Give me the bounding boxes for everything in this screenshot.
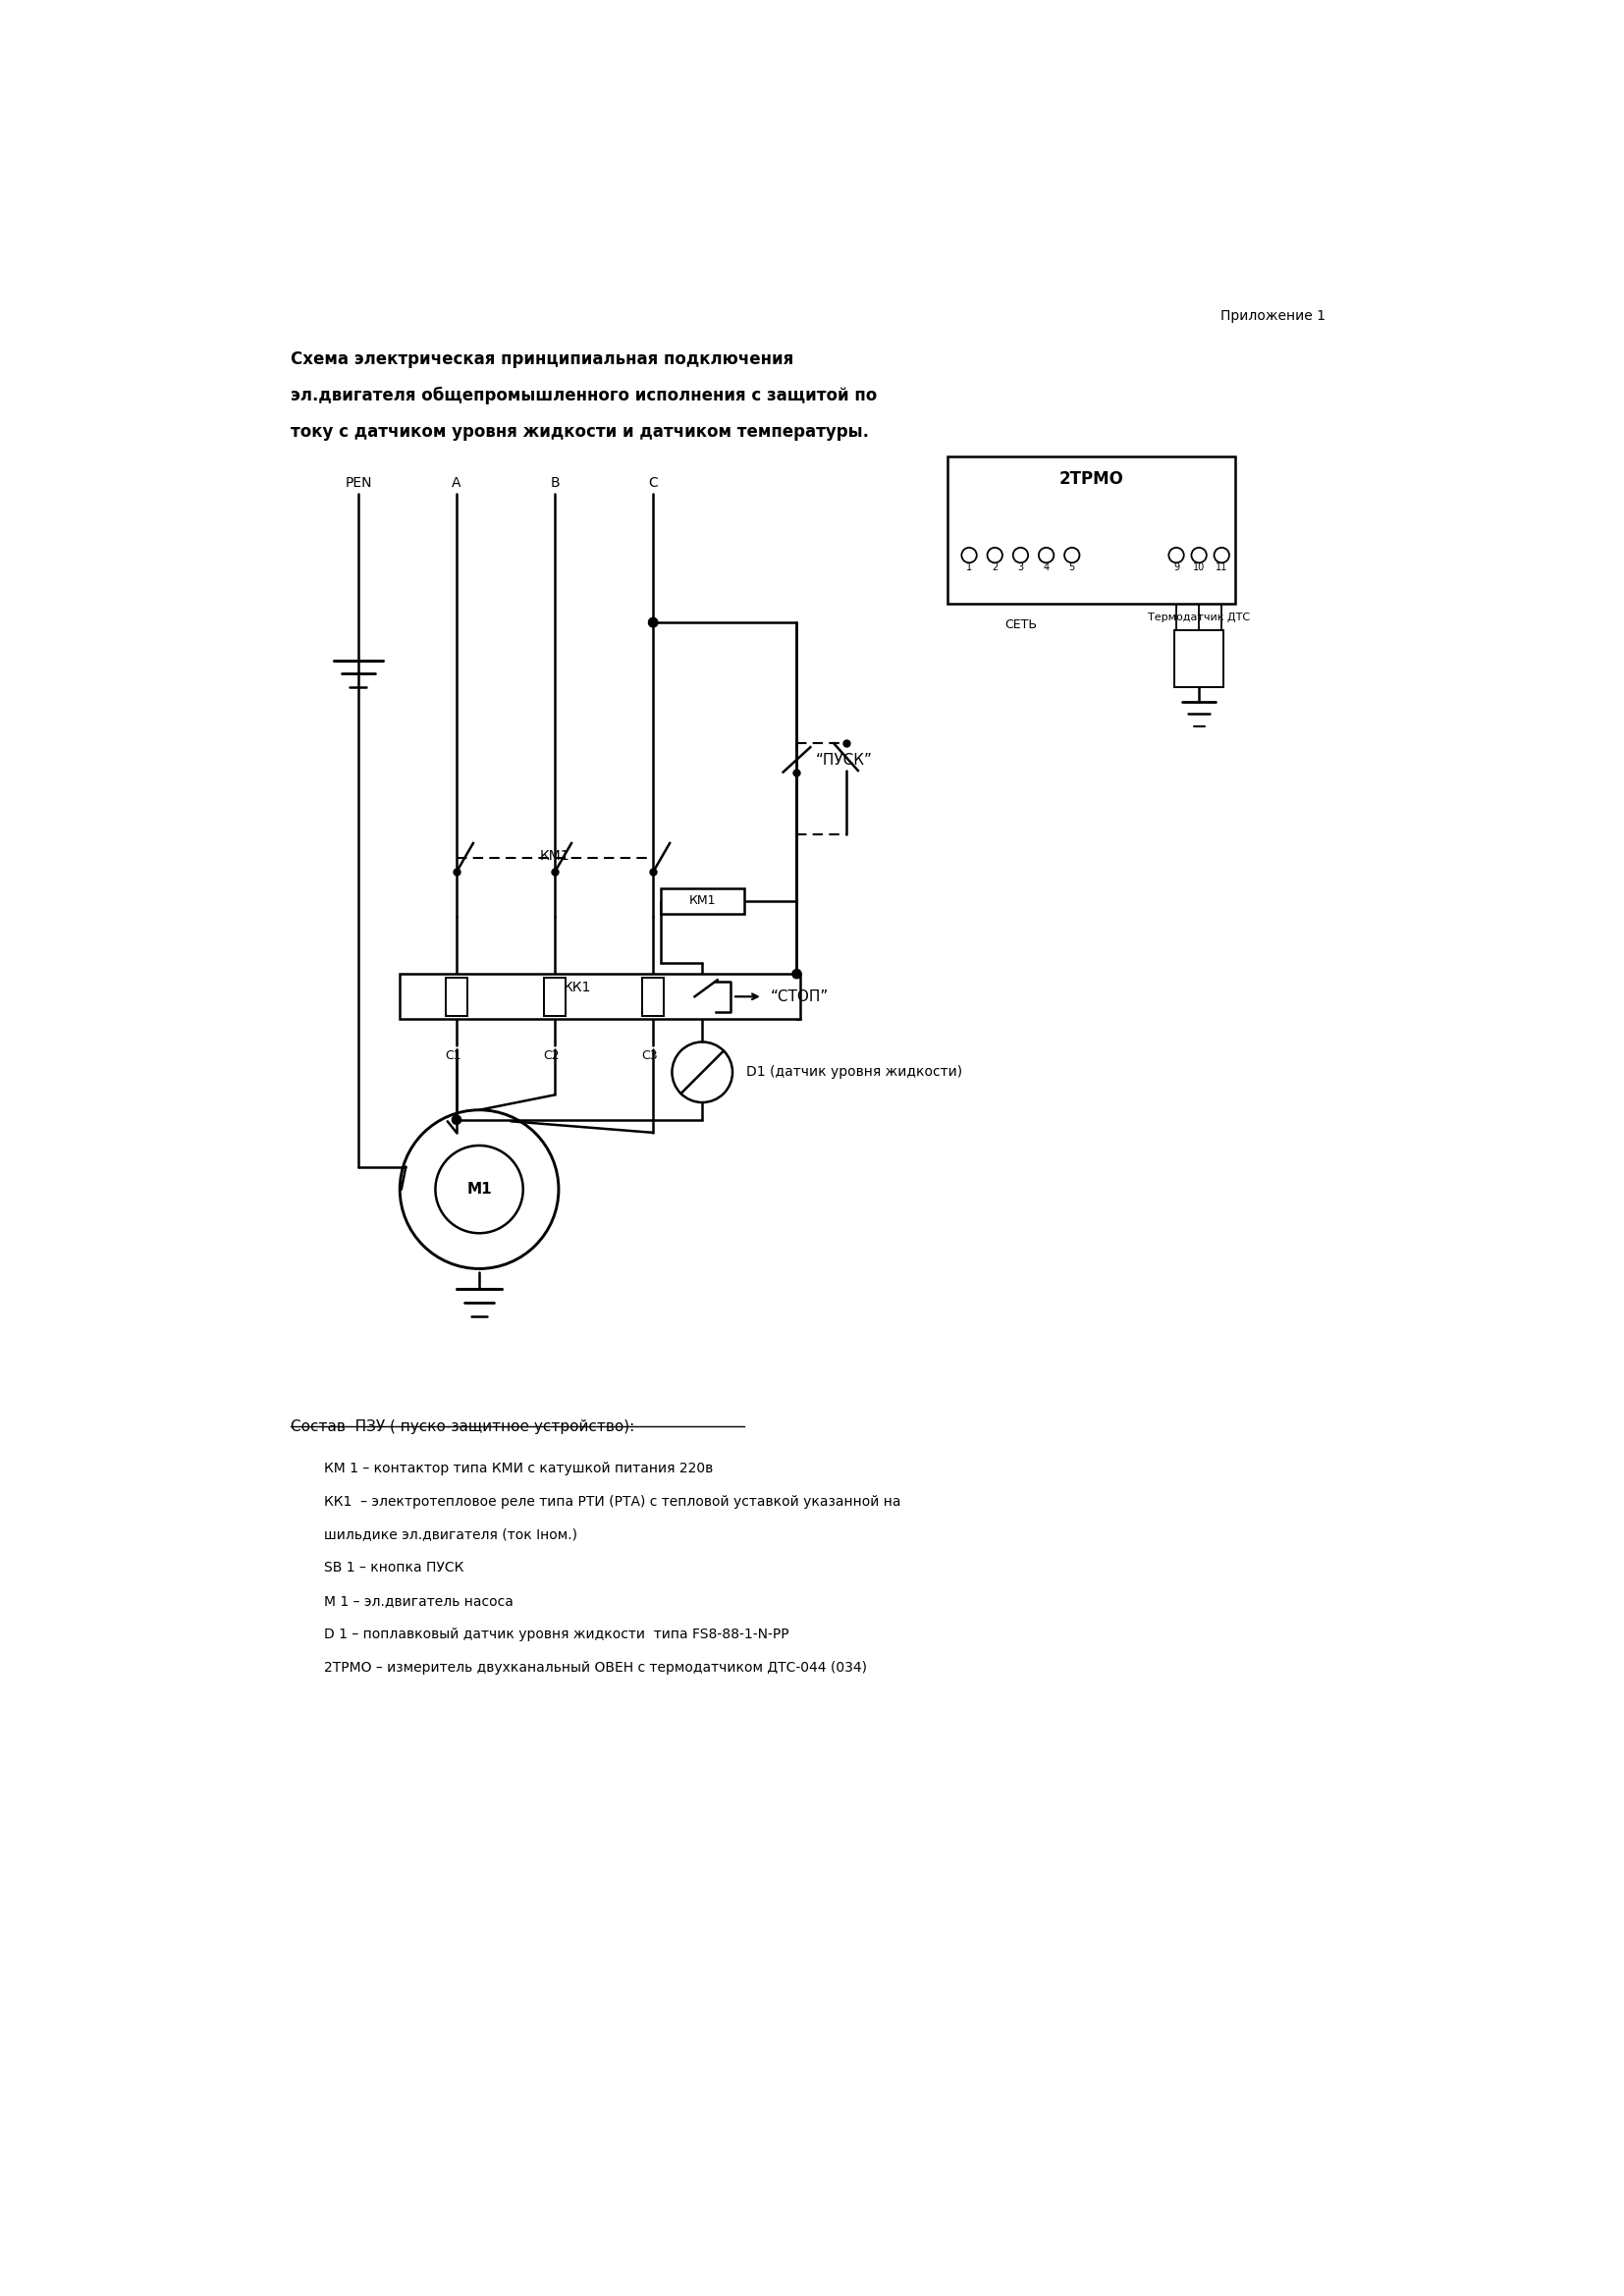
Circle shape bbox=[793, 969, 801, 978]
Text: 10: 10 bbox=[1194, 563, 1205, 572]
Text: C2: C2 bbox=[542, 1049, 559, 1063]
Text: 2: 2 bbox=[992, 563, 997, 572]
Text: 2ТРМО: 2ТРМО bbox=[1059, 471, 1124, 487]
Text: эл.двигателя общепромышленного исполнения с защитой по: эл.двигателя общепромышленного исполнени… bbox=[291, 386, 877, 404]
Text: D1 (датчик уровня жидкости): D1 (датчик уровня жидкости) bbox=[745, 1065, 963, 1079]
Bar bbox=[948, 457, 1236, 604]
Text: B: B bbox=[551, 478, 560, 489]
Text: КК1  – электротепловое реле типа РТИ (РТА) с тепловой уставкой указанной на: КК1 – электротепловое реле типа РТИ (РТА… bbox=[325, 1495, 901, 1508]
Text: СЕТЬ: СЕТЬ bbox=[1004, 618, 1036, 631]
Text: SB 1 – кнопка ПУСК: SB 1 – кнопка ПУСК bbox=[325, 1561, 464, 1575]
Text: C3: C3 bbox=[641, 1049, 658, 1063]
Text: 1: 1 bbox=[966, 563, 973, 572]
Text: КМ 1 – контактор типа КМИ с катушкой питания 220в: КМ 1 – контактор типа КМИ с катушкой пит… bbox=[325, 1463, 713, 1476]
Text: D 1 – поплавковый датчик уровня жидкости  типа FS8-88-1-N-РР: D 1 – поплавковый датчик уровня жидкости… bbox=[325, 1628, 789, 1642]
Bar bbox=[544, 978, 565, 1015]
Text: 3: 3 bbox=[1018, 563, 1023, 572]
Text: КМ1: КМ1 bbox=[539, 850, 570, 863]
Text: 4: 4 bbox=[1043, 563, 1049, 572]
Text: C: C bbox=[648, 478, 658, 489]
Circle shape bbox=[648, 618, 658, 627]
Bar bbox=[661, 889, 744, 914]
Text: “ПУСК”: “ПУСК” bbox=[815, 753, 872, 767]
Text: Термодатчик ДТС: Термодатчик ДТС bbox=[1148, 613, 1250, 622]
Text: PEN: PEN bbox=[344, 478, 372, 489]
Text: току с датчиком уровня жидкости и датчиком температуры.: току с датчиком уровня жидкости и датчик… bbox=[291, 422, 869, 441]
Circle shape bbox=[451, 1116, 461, 1125]
Text: шильдике эл.двигателя (ток Iном.): шильдике эл.двигателя (ток Iном.) bbox=[325, 1527, 578, 1541]
Bar bbox=[643, 978, 664, 1015]
Text: C1: C1 bbox=[445, 1049, 461, 1063]
Text: 2ТРМО – измеритель двухканальный ОВЕН с термодатчиком ДТС-044 (034): 2ТРМО – измеритель двухканальный ОВЕН с … bbox=[325, 1660, 867, 1674]
Text: Состав  ПЗУ ( пуско-защитное устройство):: Состав ПЗУ ( пуско-защитное устройство): bbox=[291, 1419, 633, 1435]
Text: М 1 – эл.двигатель насоса: М 1 – эл.двигатель насоса bbox=[325, 1593, 513, 1607]
Circle shape bbox=[648, 618, 658, 627]
Bar bbox=[400, 974, 801, 1019]
Bar bbox=[1174, 629, 1223, 687]
Text: 9: 9 bbox=[1173, 563, 1179, 572]
Text: 11: 11 bbox=[1216, 563, 1228, 572]
Text: КМ1: КМ1 bbox=[689, 895, 716, 907]
Text: М1: М1 bbox=[466, 1182, 492, 1196]
Text: КК1: КК1 bbox=[564, 980, 591, 994]
Text: “СТОП”: “СТОП” bbox=[770, 990, 828, 1003]
Text: 5: 5 bbox=[1069, 563, 1075, 572]
Text: Приложение 1: Приложение 1 bbox=[1221, 308, 1325, 321]
Text: Схема электрическая принципиальная подключения: Схема электрическая принципиальная подкл… bbox=[291, 351, 793, 367]
Text: A: A bbox=[451, 478, 461, 489]
Bar bbox=[447, 978, 468, 1015]
